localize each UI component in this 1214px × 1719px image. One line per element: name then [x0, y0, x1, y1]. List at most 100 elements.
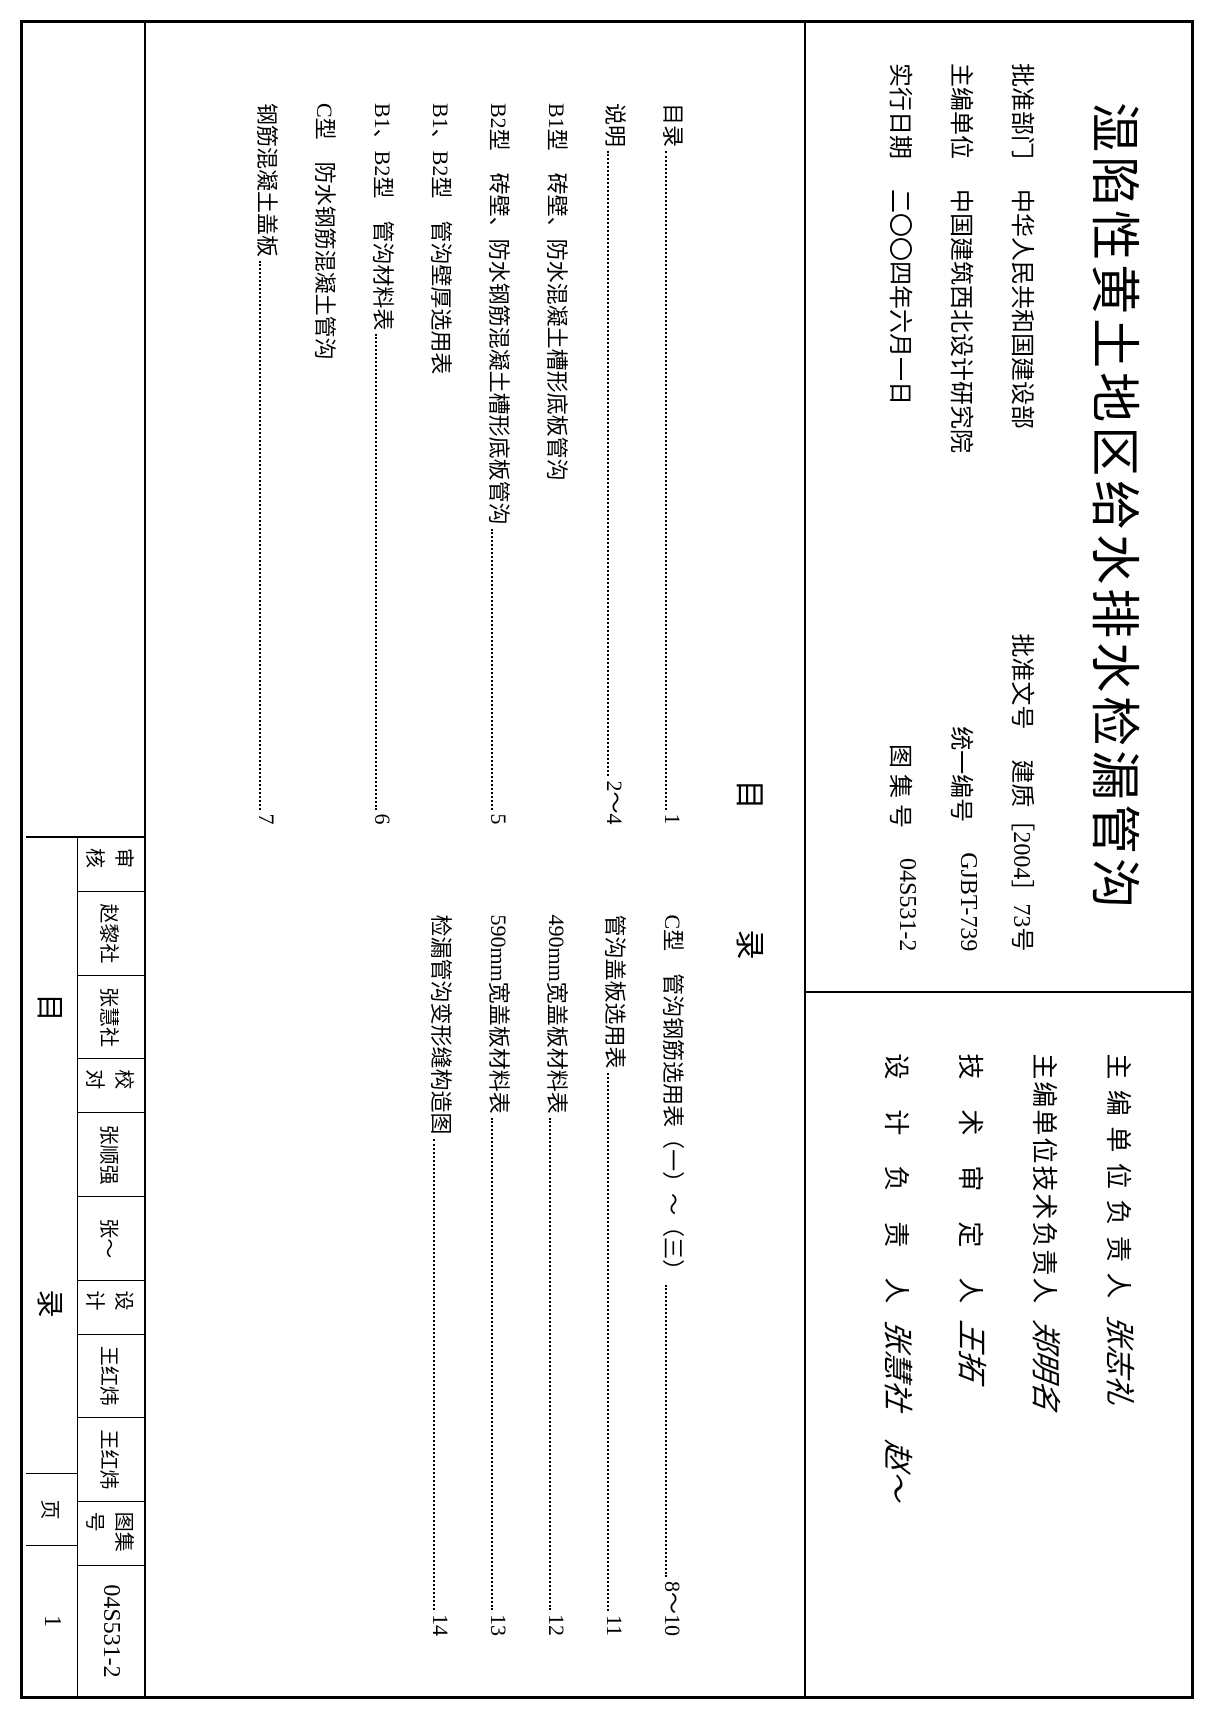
toc-entry: 钢筋混凝土盖板 7	[252, 103, 284, 825]
toc-columns: 目录 1 说明 2～4 B1型 砖壁、防水混凝土槽形底板管沟 B2型 砖壁、防水钢筋混凝土…	[156, 103, 690, 1636]
signature: 郑明名	[1026, 1318, 1070, 1414]
toc-page: 7	[253, 814, 279, 825]
toc-entry: 检漏管沟变形缝构造图 14	[426, 915, 458, 1637]
toc-page: 14	[427, 1614, 453, 1636]
toc-leader-dots	[607, 1073, 609, 1611]
info-value: 中国建筑西北设计研究院	[946, 189, 981, 696]
footer-row-bottom: 目 录 页 1	[26, 838, 78, 1696]
info-row-0: 批准部门 中华人民共和国建设部 批准文号 建质［2004］73号	[1007, 63, 1042, 951]
toc-text: 说明	[600, 103, 632, 147]
footer-name: 王红炜	[78, 1418, 144, 1502]
toc-left-column: 目录 1 说明 2～4 B1型 砖壁、防水混凝土槽形底板管沟 B2型 砖壁、防水钢筋混凝土…	[156, 103, 690, 825]
toc-leader-dots	[665, 151, 667, 809]
footer-tujihao: 04S531-2	[78, 1566, 144, 1696]
toc-page: 13	[485, 1614, 511, 1636]
footer-label: 校对	[78, 1059, 144, 1113]
footer-name: 张慧社	[78, 976, 144, 1060]
info-label: 批准部门	[1007, 63, 1042, 159]
toc-text: B2型 砖壁、防水钢筋混凝土槽形底板管沟	[484, 103, 516, 525]
toc-entry: B2型 砖壁、防水钢筋混凝土槽形底板管沟 5	[484, 103, 516, 825]
footer-row-top: 审核 赵黎社 张慧社 校对 张顺强 张～ 设计 王红炜 王红炜 目 录 图集号 …	[78, 838, 144, 1696]
toc-page: 11	[601, 1615, 627, 1636]
info-label: 实行日期	[885, 63, 920, 159]
toc-text: 钢筋混凝土盖板	[252, 103, 284, 257]
info-value2: 04S531-2	[885, 858, 920, 951]
info-label2: 图 集 号	[885, 744, 920, 828]
toc-page: 6	[369, 814, 395, 825]
toc-leader-dots	[549, 1118, 551, 1610]
toc-entry: C型 防水钢筋混凝土管沟	[310, 103, 342, 825]
signature-row-2: 技 术 审 定 人 王拓	[952, 1053, 996, 1656]
document-page: 湿陷性黄土地区给水排水检漏管沟 批准部门 中华人民共和国建设部 批准文号 建质［…	[20, 20, 1194, 1699]
toc-page: 8～10	[658, 1581, 690, 1636]
toc-entry: 管沟盖板选用表 11	[600, 915, 632, 1637]
toc-page: 1	[659, 814, 685, 825]
toc-text: 检漏管沟变形缝构造图	[426, 915, 458, 1135]
footer-tujihao-label: 图集号	[78, 1502, 144, 1566]
toc-entry: C型 管沟钢筋选用表（一）～（三） 8～10	[658, 915, 690, 1637]
info-value2: GJBT-739	[946, 852, 981, 951]
signature: 张慧社 赵～	[878, 1318, 922, 1504]
toc-entry: B1、B2型 管沟材料表 6	[368, 103, 400, 825]
signature: 王拓	[952, 1318, 996, 1384]
rotated-layout: 湿陷性黄土地区给水排水检漏管沟 批准部门 中华人民共和国建设部 批准文号 建质［…	[26, 23, 1194, 1696]
signature-row-0: 主 编 单 位 负 责 人 张志礼	[1100, 1053, 1144, 1656]
toc-entry: 590mm宽盖板材料表 13	[484, 915, 516, 1637]
toc-leader-dots	[433, 1139, 435, 1610]
toc-text: B1、B2型 管沟材料表	[368, 103, 400, 330]
sig-label: 技 术 审 定 人	[953, 1053, 990, 1305]
footer-page-label: 页	[26, 1474, 77, 1546]
toc-text: B1、B2型 管沟壁厚选用表	[426, 103, 458, 374]
footer-label: 审核	[78, 838, 144, 892]
info-row-1: 主编单位 中国建筑西北设计研究院 统一编号 GJBT-739	[946, 63, 981, 951]
footer-table: 审核 赵黎社 张慧社 校对 张顺强 张～ 设计 王红炜 王红炜 目 录 图集号 …	[26, 836, 144, 1696]
toc-title: 目录	[730, 103, 774, 1636]
footer-section: 审核 赵黎社 张慧社 校对 张顺强 张～ 设计 王红炜 王红炜 目 录 图集号 …	[26, 23, 146, 1696]
footer-name: 张～	[78, 1197, 144, 1281]
toc-entry: 说明 2～4	[600, 103, 632, 825]
header-section: 湿陷性黄土地区给水排水检漏管沟 批准部门 中华人民共和国建设部 批准文号 建质［…	[804, 23, 1194, 1696]
toc-entry: 490mm宽盖板材料表 12	[542, 915, 574, 1637]
info-label2: 批准文号	[1007, 633, 1042, 729]
footer-name: 张顺强	[78, 1113, 144, 1197]
signature-row-3: 设 计 负 责 人 张慧社 赵～	[878, 1053, 922, 1656]
footer-page-number: 1	[26, 1546, 77, 1696]
sig-label: 主 编 单 位 负 责 人	[1101, 1053, 1138, 1300]
toc-leader-dots	[491, 1118, 493, 1610]
toc-page: 2～4	[600, 780, 632, 824]
toc-leader-dots	[259, 261, 261, 809]
signature: 张志礼	[1100, 1313, 1144, 1409]
sig-label: 主编单位技术负责人	[1027, 1053, 1064, 1305]
toc-right-column: C型 管沟钢筋选用表（一）～（三） 8～10 管沟盖板选用表 11 490mm宽盖板材料…	[156, 915, 690, 1637]
info-value: 中华人民共和国建设部	[1007, 189, 1042, 603]
toc-text: 目录	[658, 103, 690, 147]
toc-text: 管沟盖板选用表	[600, 915, 632, 1069]
toc-text: C型 防水钢筋混凝土管沟	[310, 103, 342, 360]
footer-title-span: 目 录	[26, 838, 77, 1474]
header-right-signatures: 主 编 单 位 负 责 人 张志礼 主编单位技术负责人 郑明名 技 术 审 定 …	[806, 993, 1194, 1696]
info-value2: 建质［2004］73号	[1007, 759, 1042, 951]
toc-page: 12	[543, 1614, 569, 1636]
info-value: 二〇〇四年六月一日	[885, 189, 920, 714]
approval-info-grid: 批准部门 中华人民共和国建设部 批准文号 建质［2004］73号 主编单位 中国…	[885, 63, 1042, 951]
header-left: 湿陷性黄土地区给水排水检漏管沟 批准部门 中华人民共和国建设部 批准文号 建质［…	[806, 23, 1194, 993]
toc-leader-dots	[607, 151, 609, 776]
info-label: 主编单位	[946, 63, 981, 159]
toc-text: B1型 砖壁、防水混凝土槽形底板管沟	[542, 103, 574, 481]
toc-page: 5	[485, 814, 511, 825]
signature-row-1: 主编单位技术负责人 郑明名	[1026, 1053, 1070, 1656]
main-title: 湿陷性黄土地区给水排水检漏管沟	[1082, 63, 1154, 951]
toc-entry: B1型 砖壁、防水混凝土槽形底板管沟	[542, 103, 574, 825]
toc-text: C型 管沟钢筋选用表（一）～（三）	[658, 915, 690, 1282]
toc-leader-dots	[375, 334, 377, 809]
footer-label: 设计	[78, 1281, 144, 1335]
toc-leader-dots	[665, 1285, 667, 1577]
toc-leader-dots	[491, 529, 493, 810]
footer-name: 王红炜	[78, 1335, 144, 1419]
toc-section: 目录 目录 1 说明 2～4 B1型 砖壁、防水混凝土槽形底板管沟 B2型 砖壁、防水钢筋…	[146, 23, 804, 1696]
toc-text: 590mm宽盖板材料表	[484, 915, 516, 1114]
toc-entry: 目录 1	[658, 103, 690, 825]
footer-name: 赵黎社	[78, 892, 144, 976]
toc-text: 490mm宽盖板材料表	[542, 915, 574, 1114]
toc-entry: B1、B2型 管沟壁厚选用表	[426, 103, 458, 825]
